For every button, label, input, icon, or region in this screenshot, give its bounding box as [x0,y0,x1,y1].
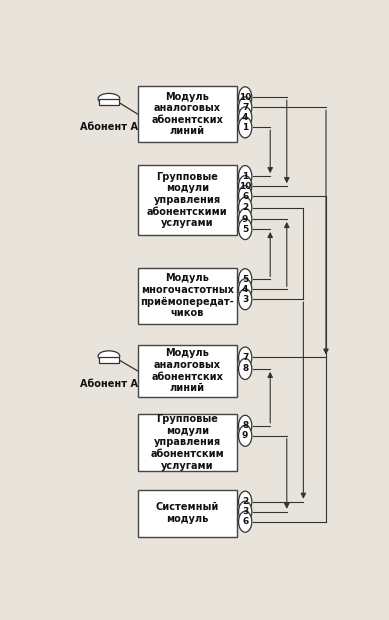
Circle shape [238,219,252,239]
Bar [138,86,237,142]
Text: Системный
модуль: Системный модуль [156,502,219,524]
Text: 6: 6 [242,517,248,526]
Circle shape [238,97,252,118]
Text: Групповые
модули
управления
абонентским
услугами: Групповые модули управления абонентским … [151,414,224,471]
Circle shape [238,208,252,229]
Bar [99,356,119,363]
Text: 7: 7 [242,103,248,112]
Circle shape [238,87,252,108]
Text: Модуль
многочастотных
приёмопередат-
чиков: Модуль многочастотных приёмопередат- чик… [140,273,234,318]
Text: 7: 7 [242,353,248,362]
Circle shape [238,425,252,446]
Circle shape [238,117,252,138]
Text: 1: 1 [242,123,248,132]
Bar [138,165,237,235]
Circle shape [238,166,252,187]
Circle shape [238,185,252,206]
Text: Групповые
модули
управления
абонентскими
услугами: Групповые модули управления абонентскими… [147,172,228,228]
Bar [99,99,119,105]
Text: 4: 4 [242,285,248,294]
Text: 4: 4 [242,113,248,122]
Text: 10: 10 [239,93,251,102]
Text: 8: 8 [242,365,248,373]
Text: 3: 3 [242,294,248,304]
Text: 8: 8 [242,421,248,430]
Ellipse shape [98,94,120,104]
Bar [138,414,237,471]
Text: Модуль
аналоговых
абонентских
линий: Модуль аналоговых абонентских линий [151,92,223,136]
Bar [138,345,237,397]
Text: 2: 2 [242,497,248,506]
Text: 9: 9 [242,215,248,224]
Text: Абонент A: Абонент A [80,122,138,131]
Bar [138,268,237,324]
Text: 9: 9 [242,432,248,440]
Text: 2: 2 [242,203,248,212]
Text: Абонент A: Абонент A [80,379,138,389]
Circle shape [238,501,252,522]
Text: 1: 1 [242,172,248,180]
Circle shape [238,107,252,128]
Circle shape [238,491,252,512]
Circle shape [238,415,252,436]
Circle shape [238,268,252,290]
Circle shape [238,289,252,310]
Text: 5: 5 [242,275,248,284]
Ellipse shape [98,351,120,361]
Circle shape [238,358,252,379]
Circle shape [238,279,252,299]
Text: 5: 5 [242,224,248,234]
Text: Модуль
аналоговых
абонентских
линий: Модуль аналоговых абонентских линий [151,348,223,393]
Bar [138,490,237,536]
Text: 3: 3 [242,507,248,516]
Text: 6: 6 [242,192,248,201]
Circle shape [238,347,252,368]
Circle shape [238,512,252,532]
Text: 10: 10 [239,182,251,190]
Circle shape [238,197,252,218]
Circle shape [238,175,252,197]
